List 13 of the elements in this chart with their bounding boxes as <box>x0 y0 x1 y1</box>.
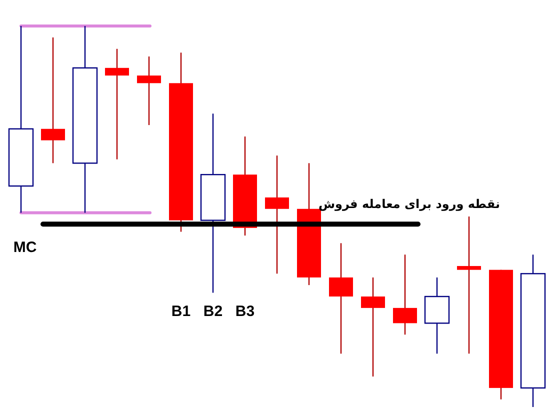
candlestick <box>361 276 385 378</box>
candlestick <box>105 48 129 160</box>
candlestick <box>137 56 161 126</box>
candlestick <box>41 36 65 164</box>
candlestick <box>457 216 481 354</box>
annotation: MC <box>13 239 37 256</box>
annotation: B2 <box>203 303 223 320</box>
candlestick <box>393 254 417 336</box>
annotation: B3 <box>235 303 255 320</box>
candlestick <box>329 242 353 354</box>
ref-line-label: نقطه ورود برای معامله فروش <box>318 197 500 212</box>
annotation: B1 <box>171 303 191 320</box>
candlestick <box>265 154 289 274</box>
